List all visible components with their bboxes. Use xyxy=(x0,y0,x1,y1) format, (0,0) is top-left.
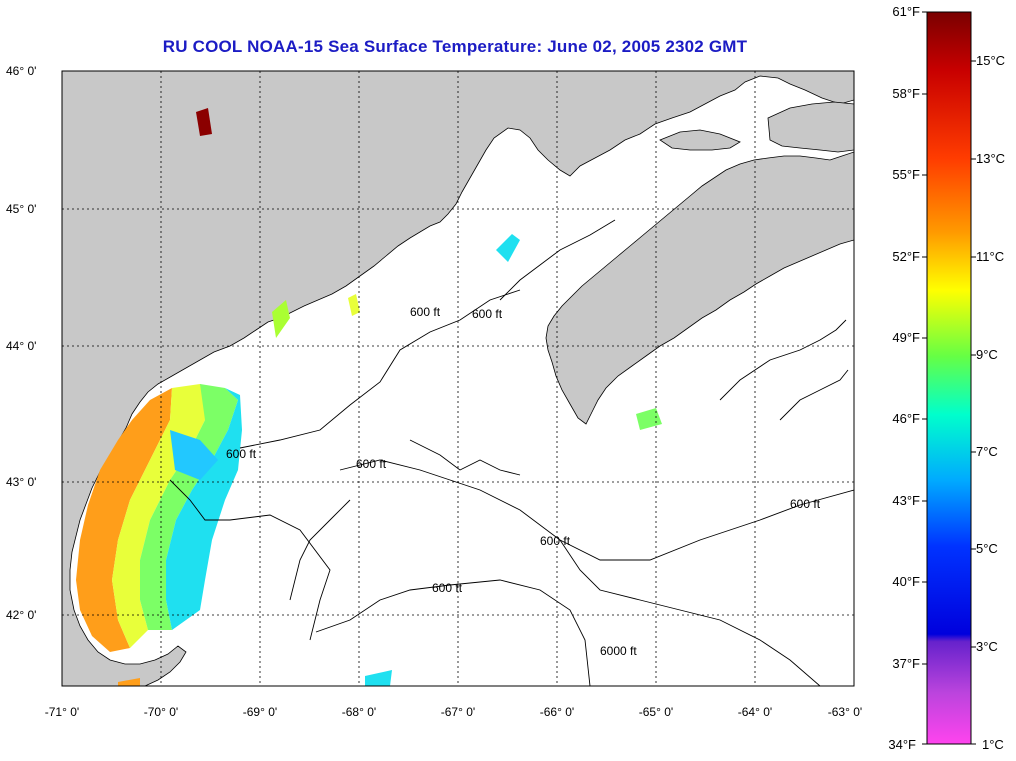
contour-label-5: 600 ft xyxy=(432,581,463,595)
lat-label-44: 44° 0' xyxy=(6,339,36,353)
sst-patch-ns xyxy=(636,408,662,430)
cb-c-7: 7°C xyxy=(976,444,998,459)
map-title: RU COOL NOAA-15 Sea Surface Temperature:… xyxy=(162,37,748,56)
lat-label-43: 43° 0' xyxy=(6,475,36,489)
sst-cool-patch xyxy=(170,430,218,480)
sst-patch-south xyxy=(365,670,392,686)
lon-label-69: -69° 0' xyxy=(243,705,277,719)
cb-f-43: 43°F xyxy=(892,493,920,508)
cb-f-58: 58°F xyxy=(892,86,920,101)
contour-label-6000: 6000 ft xyxy=(600,644,637,658)
bathymetry-contours xyxy=(169,219,854,686)
land-nova-scotia xyxy=(545,151,854,425)
cb-f-46: 46°F xyxy=(892,411,920,426)
contour-label-1: 600 ft xyxy=(410,305,441,319)
lon-label-63: -63° 0' xyxy=(828,705,862,719)
sst-patch-bay xyxy=(496,234,520,262)
contour-label-3: 600 ft xyxy=(226,447,257,461)
cb-c-15: 15°C xyxy=(976,53,1005,68)
lat-label-46: 46° 0' xyxy=(6,64,36,78)
cb-f-40: 40°F xyxy=(892,574,920,589)
cb-c-5: 5°C xyxy=(976,541,998,556)
cb-f-61: 61°F xyxy=(892,4,920,19)
cb-c-9: 9°C xyxy=(976,347,998,362)
cb-c-1: 1°C xyxy=(982,737,1004,752)
cb-f-55: 55°F xyxy=(892,167,920,182)
lon-label-66: -66° 0' xyxy=(540,705,574,719)
land-cape-breton xyxy=(767,101,854,153)
sst-cyan-band xyxy=(166,388,242,630)
lon-label-67: -67° 0' xyxy=(441,705,475,719)
contour-label-4: 600 ft xyxy=(356,457,387,471)
sst-green-band xyxy=(140,384,238,630)
colorbar-ticks xyxy=(922,11,976,745)
lat-label-42: 42° 0' xyxy=(6,608,36,622)
sst-patch-north xyxy=(196,108,212,136)
land-mainland xyxy=(62,71,854,686)
lon-label-64: -64° 0' xyxy=(738,705,772,719)
cb-c-3: 3°C xyxy=(976,639,998,654)
cb-f-52: 52°F xyxy=(892,249,920,264)
sst-patch-sw xyxy=(118,678,140,686)
cb-f-34: 34°F xyxy=(888,737,916,752)
sst-patch-coast1 xyxy=(272,300,290,338)
cb-c-13: 13°C xyxy=(976,151,1005,166)
sst-patch-coast2 xyxy=(348,294,360,316)
cb-f-37: 37°F xyxy=(892,656,920,671)
lon-label-71: -71° 0' xyxy=(45,705,79,719)
contour-label-2: 600 ft xyxy=(472,307,503,321)
colorbar xyxy=(926,11,972,745)
lon-label-65: -65° 0' xyxy=(639,705,673,719)
land-pei xyxy=(659,129,741,151)
contour-label-7: 600 ft xyxy=(540,534,571,548)
graticule xyxy=(62,71,854,686)
cb-c-11: 11°C xyxy=(976,249,1004,264)
lat-label-45: 45° 0' xyxy=(6,202,36,216)
lon-label-68: -68° 0' xyxy=(342,705,376,719)
cb-f-49: 49°F xyxy=(892,330,920,345)
lon-label-70: -70° 0' xyxy=(144,705,178,719)
contour-label-6: 600 ft xyxy=(790,497,821,511)
